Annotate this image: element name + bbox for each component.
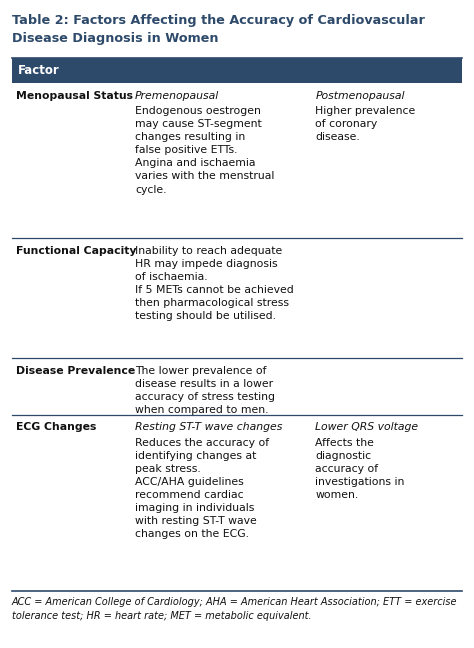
- Text: Menopausal Status: Menopausal Status: [16, 91, 133, 100]
- Text: Premenopausal: Premenopausal: [135, 91, 219, 100]
- Text: Lower QRS voltage: Lower QRS voltage: [315, 422, 419, 432]
- Text: ACC = American College of Cardiology; AHA = American Heart Association; ETT = ex: ACC = American College of Cardiology; AH…: [12, 597, 457, 621]
- Text: Inability to reach adequate
HR may impede diagnosis
of ischaemia.
If 5 METs cann: Inability to reach adequate HR may imped…: [135, 246, 294, 321]
- Text: Higher prevalence
of coronary
disease.: Higher prevalence of coronary disease.: [315, 106, 415, 143]
- Text: Functional Capacity: Functional Capacity: [16, 246, 136, 255]
- Text: Endogenous oestrogen
may cause ST-segment
changes resulting in
false positive ET: Endogenous oestrogen may cause ST-segmen…: [135, 106, 274, 194]
- Text: Disease Prevalence: Disease Prevalence: [16, 366, 135, 376]
- Text: Disease Diagnosis in Women: Disease Diagnosis in Women: [12, 32, 219, 45]
- Bar: [12, 58, 462, 83]
- Text: Resting ST-T wave changes: Resting ST-T wave changes: [135, 422, 283, 432]
- Text: ECG Changes: ECG Changes: [16, 422, 96, 432]
- Text: Reduces the accuracy of
identifying changes at
peak stress.
ACC/AHA guidelines
r: Reduces the accuracy of identifying chan…: [135, 438, 269, 539]
- Text: Affects the
diagnostic
accuracy of
investigations in
women.: Affects the diagnostic accuracy of inves…: [315, 438, 405, 500]
- Text: Postmenopausal: Postmenopausal: [315, 91, 405, 100]
- Text: The lower prevalence of
disease results in a lower
accuracy of stress testing
wh: The lower prevalence of disease results …: [135, 366, 275, 415]
- Text: Table 2: Factors Affecting the Accuracy of Cardiovascular: Table 2: Factors Affecting the Accuracy …: [12, 14, 425, 27]
- Text: Factor: Factor: [18, 64, 60, 77]
